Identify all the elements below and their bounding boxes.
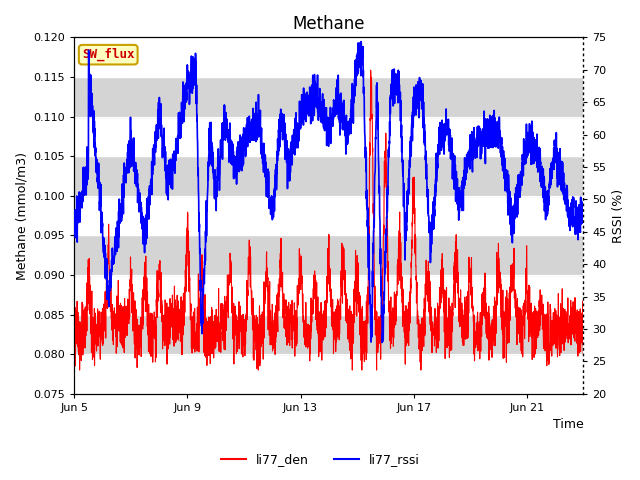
Bar <box>74 235 583 275</box>
Bar <box>74 117 583 156</box>
Y-axis label: RSSI (%): RSSI (%) <box>612 189 625 242</box>
Bar <box>74 314 583 354</box>
Bar <box>74 354 583 394</box>
Y-axis label: Methane (mmol/m3): Methane (mmol/m3) <box>15 152 28 279</box>
Bar <box>74 196 583 235</box>
Bar <box>74 275 583 314</box>
X-axis label: Time: Time <box>552 419 583 432</box>
Text: SW_flux: SW_flux <box>82 48 134 61</box>
Legend: li77_den, li77_rssi: li77_den, li77_rssi <box>216 448 424 471</box>
Title: Methane: Methane <box>292 15 365 33</box>
Bar <box>74 77 583 117</box>
Bar <box>74 37 583 77</box>
Bar <box>74 156 583 196</box>
